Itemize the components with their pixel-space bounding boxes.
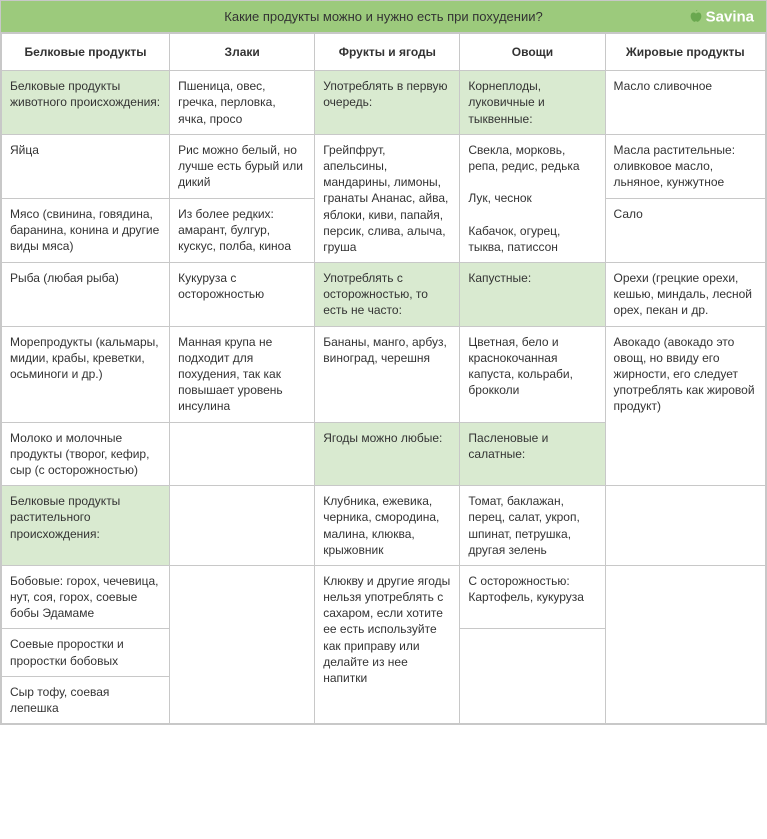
- brand-logo: Savina: [688, 8, 754, 25]
- table-cell: Рис можно белый, но лучше есть бурый или…: [170, 134, 315, 198]
- table-cell: Масло сливочное: [605, 71, 765, 135]
- table-cell: Мясо (свинина, говядина, баранина, конин…: [2, 198, 170, 262]
- apple-icon: [688, 9, 704, 25]
- table-cell: [170, 565, 315, 723]
- table-cell: Кукуруза с осторожностью: [170, 263, 315, 327]
- table-cell: Употреблять с осторожностью, то есть не …: [315, 263, 460, 327]
- table-cell: Употреблять в первую очередь:: [315, 71, 460, 135]
- table-cell: Масла растительные: оливковое масло, льн…: [605, 134, 765, 198]
- table-cell: Грейпфрут, апельсины, мандарины, лимоны,…: [315, 134, 460, 262]
- table-row: ЯйцаРис можно белый, но лучше есть бурый…: [2, 134, 766, 198]
- table-body: Белковые продукты животного происхождени…: [2, 71, 766, 724]
- table-cell: [170, 486, 315, 566]
- table-cell: Клубника, ежевика, черника, смородина, м…: [315, 486, 460, 566]
- table-cell: Томат, баклажан, перец, салат, укроп, шп…: [460, 486, 605, 566]
- table-cell: Молоко и молочные продукты (творог, кефи…: [2, 422, 170, 486]
- table-cell: Ягоды можно любые:: [315, 422, 460, 486]
- table-cell: Цветная, бело и краснокочанная капуста, …: [460, 326, 605, 422]
- table-cell: Сало: [605, 198, 765, 262]
- table-cell: Сыр тофу, соевая лепешка: [2, 676, 170, 723]
- table-cell: Белковые продукты растительного происхож…: [2, 486, 170, 566]
- table-row: Белковые продукты растительного происхож…: [2, 486, 766, 566]
- table-cell: [170, 422, 315, 486]
- table-cell: [605, 486, 765, 566]
- brand-text: Savina: [706, 8, 754, 25]
- table-cell: Авокадо (авокадо это овощ, но ввиду его …: [605, 326, 765, 486]
- table-cell: Манная крупа не подходит для похудения, …: [170, 326, 315, 422]
- table-cell: Рыба (любая рыба): [2, 263, 170, 327]
- table-row: Белковые продукты животного происхождени…: [2, 71, 766, 135]
- table-cell: Орехи (грецкие орехи, кешью, миндаль, ле…: [605, 263, 765, 327]
- table-cell: Из более редких: амарант, булгур, кускус…: [170, 198, 315, 262]
- table-cell: С осторожностью: Картофель, кукуруза: [460, 565, 605, 629]
- table-cell: Капустные:: [460, 263, 605, 327]
- food-table: Белковые продуктыЗлакиФрукты и ягодыОвощ…: [1, 33, 766, 724]
- table-cell: Бананы, манго, арбуз, виноград, черешня: [315, 326, 460, 422]
- column-header: Жировые продукты: [605, 34, 765, 71]
- table-cell: Бобовые: горох, чечевица, нут, соя, горо…: [2, 565, 170, 629]
- column-header: Злаки: [170, 34, 315, 71]
- table-cell: Пшеница, овес, гречка, перловка, ячка, п…: [170, 71, 315, 135]
- column-header: Овощи: [460, 34, 605, 71]
- table-cell: Клюкву и другие ягоды нельзя употреблять…: [315, 565, 460, 723]
- table-header-row: Белковые продуктыЗлакиФрукты и ягодыОвощ…: [2, 34, 766, 71]
- table-row: Бобовые: горох, чечевица, нут, соя, горо…: [2, 565, 766, 629]
- table-wrapper: Какие продукты можно и нужно есть при по…: [0, 0, 767, 725]
- table-row: Рыба (любая рыба)Кукуруза с осторожность…: [2, 263, 766, 327]
- table-cell: [460, 629, 605, 724]
- table-cell: Пасленовые и салатные:: [460, 422, 605, 486]
- column-header: Фрукты и ягоды: [315, 34, 460, 71]
- page-title: Какие продукты можно и нужно есть при по…: [224, 9, 542, 24]
- table-cell: Свекла, морковь, репа, редис, редькаЛук,…: [460, 134, 605, 262]
- table-cell: Корнеплоды, луковичные и тыквенные:: [460, 71, 605, 135]
- table-cell: Белковые продукты животного происхождени…: [2, 71, 170, 135]
- title-bar: Какие продукты можно и нужно есть при по…: [1, 1, 766, 33]
- table-cell: [605, 565, 765, 723]
- table-cell: Морепродукты (кальмары, мидии, крабы, кр…: [2, 326, 170, 422]
- table-cell: Соевые проростки и проростки бобовых: [2, 629, 170, 676]
- table-cell: Яйца: [2, 134, 170, 198]
- column-header: Белковые продукты: [2, 34, 170, 71]
